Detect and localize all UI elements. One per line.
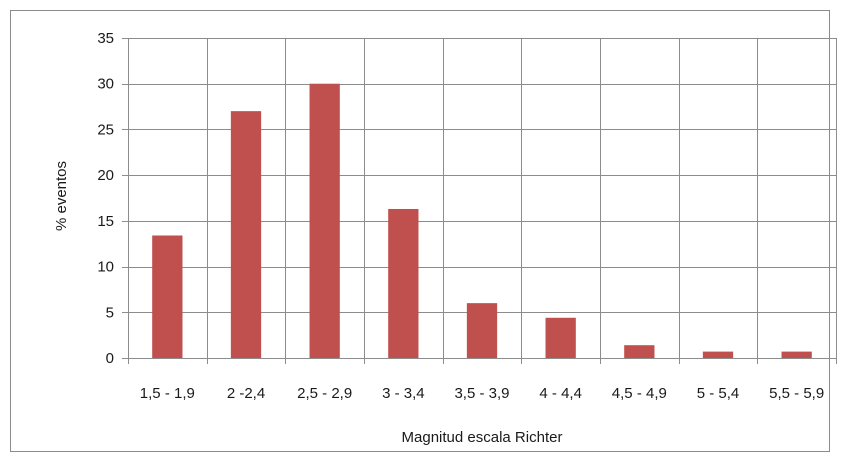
bar <box>309 83 340 358</box>
bar <box>624 345 655 358</box>
x-tick-label: 3,5 - 3,9 <box>454 385 509 402</box>
x-tick-label: 2 -2,4 <box>227 385 265 402</box>
x-tick-label: 5 - 5,4 <box>697 385 740 402</box>
bar <box>466 303 498 358</box>
x-tick-label: 4,5 - 4,9 <box>612 385 667 402</box>
y-axis-title: % eventos <box>53 161 70 231</box>
x-tick-labels: 1,5 - 1,9 2 -2,4 2,5 - 2,9 3 - 3,4 3,5 - 3,9… <box>140 385 824 402</box>
y-tick-label: 0 <box>106 350 114 367</box>
bar <box>230 111 262 359</box>
bar <box>781 351 812 358</box>
bar <box>152 235 183 358</box>
bars <box>152 83 812 359</box>
bar <box>388 208 419 358</box>
bar <box>545 317 576 358</box>
x-tick-label: 2,5 - 2,9 <box>297 385 352 402</box>
y-tick-label: 10 <box>97 259 114 276</box>
y-tick-label: 35 <box>97 30 114 47</box>
x-tick-label: 5,5 - 5,9 <box>769 385 824 402</box>
y-tick-label: 30 <box>97 76 114 93</box>
y-tick-labels: 0 5 10 15 20 25 30 35 <box>97 30 114 367</box>
y-tick-label: 15 <box>97 213 114 230</box>
y-tick-label: 25 <box>97 121 114 138</box>
y-tick-label: 20 <box>97 167 114 184</box>
x-tick-label: 1,5 - 1,9 <box>140 385 195 402</box>
y-tick-label: 5 <box>106 304 114 321</box>
x-axis-title: Magnitud escala Richter <box>402 429 563 446</box>
bar <box>702 351 734 358</box>
x-tick-label: 3 - 3,4 <box>382 385 425 402</box>
chart-frame <box>10 10 830 452</box>
x-tick-label: 4 - 4,4 <box>539 385 582 402</box>
